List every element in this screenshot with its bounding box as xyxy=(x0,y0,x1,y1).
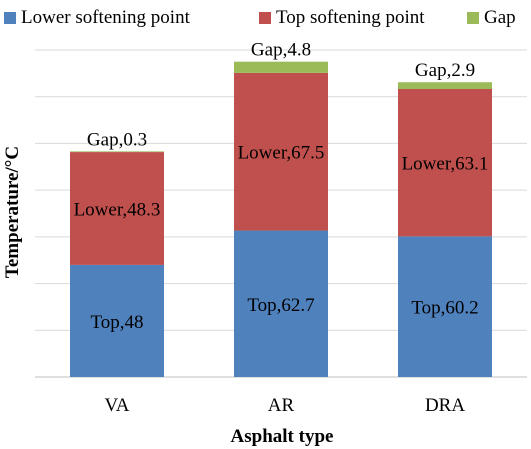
bar-lower-dra xyxy=(398,236,492,377)
legend-swatch-gap xyxy=(467,12,479,24)
data-label-lower-dra: Top,60.2 xyxy=(411,298,478,319)
bar-lower-ar xyxy=(234,230,328,377)
data-label-top-ar: Lower,67.5 xyxy=(238,143,325,164)
legend-label-top: Top softening point xyxy=(276,7,425,28)
data-label-gap-va: Gap,0.3 xyxy=(87,129,147,150)
data-label-lower-ar: Top,62.7 xyxy=(247,295,314,316)
legend-item-gap: Gap xyxy=(467,7,516,29)
bar-lower-va xyxy=(70,264,164,377)
legend-swatch-lower xyxy=(4,12,16,24)
data-labels: Top,48 Lower,48.3 Gap,0.3 Top,62.7 Lower,67.… xyxy=(74,40,489,333)
y-axis-title: Temperature/°C xyxy=(2,146,23,278)
data-label-gap-dra: Gap,2.9 xyxy=(415,60,475,81)
data-label-gap-ar: Gap,4.8 xyxy=(251,40,311,61)
data-label-top-va: Lower,48.3 xyxy=(74,199,161,220)
data-label-lower-va: Top,48 xyxy=(90,312,143,333)
bar-top-dra xyxy=(398,89,492,237)
bars xyxy=(70,61,492,377)
bar-top-ar xyxy=(234,72,328,231)
legend-item-top: Top softening point xyxy=(259,7,425,29)
x-axis-title: Asphalt type xyxy=(231,426,334,447)
x-tick-label-va: VA xyxy=(105,395,130,416)
bar-gap-ar xyxy=(234,61,328,73)
x-tick-labels: VA AR DRA xyxy=(105,395,466,416)
legend-label-gap: Gap xyxy=(484,7,516,28)
bar-top-va xyxy=(70,152,164,265)
bar-gap-dra xyxy=(398,82,492,90)
legend-swatch-top xyxy=(259,12,271,24)
bar-gap-va xyxy=(70,151,164,153)
x-tick-label-dra: DRA xyxy=(425,395,465,416)
legend-label-lower: Lower softening point xyxy=(21,7,190,28)
chart-legend: Lower softening point Top softening poin… xyxy=(4,3,528,31)
x-tick-label-ar: AR xyxy=(268,395,295,416)
data-label-top-dra: Lower,63.1 xyxy=(402,154,489,175)
legend-item-lower: Lower softening point xyxy=(4,7,190,29)
